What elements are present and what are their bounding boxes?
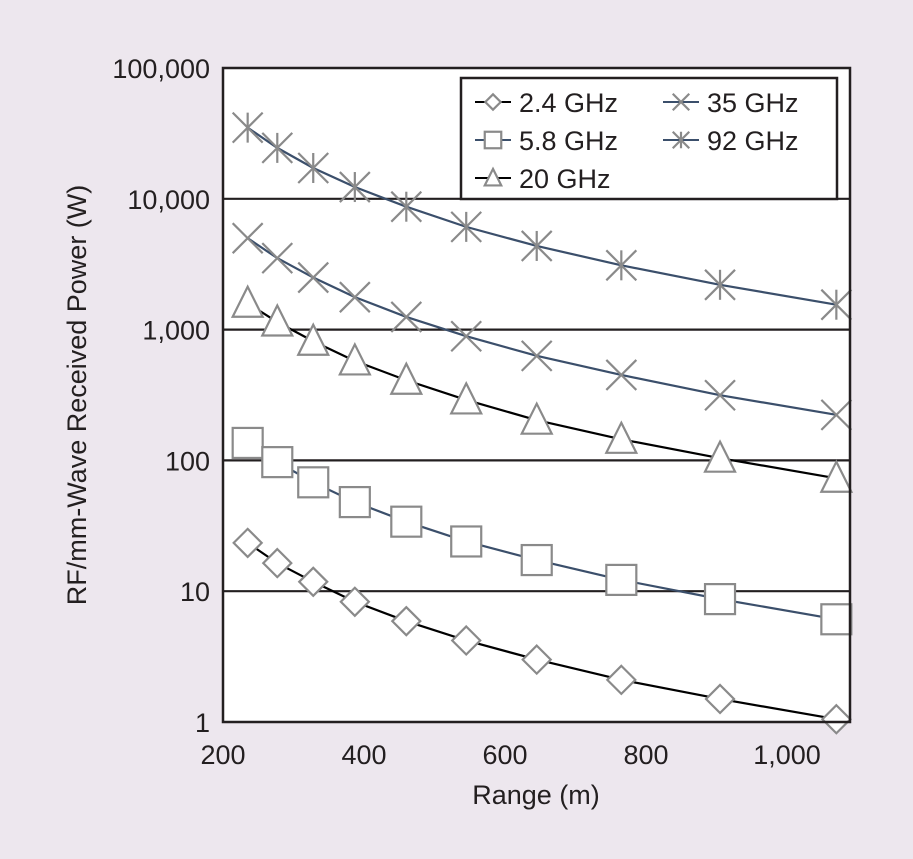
legend-item: 92 GHz (663, 126, 799, 156)
diamond-marker (704, 683, 736, 715)
series-lines (247, 126, 837, 721)
legend-label: 2.4 GHz (519, 88, 618, 118)
triangle-marker (703, 439, 737, 473)
x-marker (520, 340, 553, 372)
triangle-marker (260, 303, 295, 337)
triangle-marker (296, 322, 331, 356)
asterisk-marker (704, 269, 736, 301)
x-marker (450, 320, 483, 352)
legend-item: 35 GHz (663, 88, 799, 118)
triangle-marker (389, 361, 424, 395)
asterisk-marker (671, 130, 691, 150)
x-marker (390, 301, 423, 333)
legend-item: 5.8 GHz (475, 126, 618, 156)
x-axis-title: Range (m) (472, 780, 600, 810)
legend-box (459, 76, 839, 201)
y-axis-title: RF/mm-Wave Received Power (W) (62, 185, 92, 606)
x-tick-label: 800 (623, 740, 668, 770)
triangle-marker (819, 459, 854, 493)
square-marker (703, 583, 737, 616)
x-marker (671, 92, 691, 112)
asterisk-marker (339, 171, 371, 203)
legend-label: 20 GHz (519, 164, 611, 194)
diamond-marker (261, 547, 293, 579)
diamond-marker (605, 664, 637, 696)
triangle-marker (449, 380, 484, 415)
diamond-marker (390, 605, 422, 637)
square-marker (297, 466, 330, 499)
triangle-marker (519, 401, 554, 435)
x-marker (231, 222, 264, 254)
series-line (247, 302, 837, 480)
y-tick-label: 1,000 (142, 316, 210, 346)
diamond-marker (297, 566, 329, 598)
x-axis-ticks: 200 400 600 800 1,000 (200, 740, 820, 770)
triangle-marker (338, 341, 372, 376)
y-tick-label: 10,000 (127, 185, 210, 215)
square-marker (605, 563, 638, 597)
legend-item: 20 GHz (475, 164, 611, 194)
legend-item: 2.4 GHz (475, 88, 618, 118)
series-line (247, 126, 837, 306)
asterisk-marker (390, 190, 423, 223)
asterisk-marker (450, 211, 483, 243)
diamond-marker (820, 703, 852, 735)
y-axis-ticks: 1 10 100 1,000 10,000 100,000 (112, 54, 210, 738)
asterisk-marker (261, 132, 294, 164)
series-line (247, 442, 837, 621)
legend-label: 92 GHz (707, 126, 799, 156)
diamond-marker (339, 586, 371, 618)
diamond-marker (232, 527, 264, 559)
asterisk-marker (297, 152, 330, 184)
asterisk-marker (520, 230, 553, 262)
x-tick-label: 200 (200, 740, 245, 770)
diamond-marker (483, 92, 503, 112)
x-tick-label: 600 (482, 740, 527, 770)
x-tick-label: 1,000 (753, 740, 821, 770)
legend-label: 5.8 GHz (519, 126, 618, 156)
square-marker (390, 505, 423, 538)
legend-label: 35 GHz (707, 88, 799, 118)
y-tick-label: 10 (180, 577, 210, 607)
y-tick-label: 1 (195, 708, 210, 738)
square-marker (450, 525, 483, 558)
asterisk-marker (820, 288, 853, 321)
asterisk-marker (231, 111, 264, 144)
plot-frame (221, 66, 852, 724)
square-marker (520, 543, 553, 577)
series-line (247, 541, 837, 721)
x-marker (820, 399, 853, 431)
square-marker (338, 485, 371, 519)
triangle-marker (230, 284, 265, 318)
asterisk-marker (605, 249, 638, 282)
x-marker (261, 242, 294, 274)
square-marker (483, 130, 503, 150)
x-marker (704, 379, 736, 411)
x-tick-label: 400 (341, 740, 386, 770)
square-marker (820, 603, 853, 636)
series-line (247, 237, 837, 416)
triangle-marker (604, 420, 639, 454)
diamond-marker (450, 624, 482, 657)
series-markers (230, 111, 854, 735)
y-tick-label: 100 (165, 446, 210, 476)
y-tick-label: 100,000 (112, 54, 210, 84)
triangle-marker (482, 166, 504, 187)
x-marker (297, 261, 330, 294)
x-marker (605, 359, 638, 391)
diamond-marker (521, 644, 553, 676)
x-marker (339, 281, 371, 313)
legend: 2.4 GHz 5.8 GHz 20 GHz 35 GHz 92 GHz (459, 76, 839, 201)
square-marker (231, 426, 264, 460)
square-marker (261, 446, 294, 479)
